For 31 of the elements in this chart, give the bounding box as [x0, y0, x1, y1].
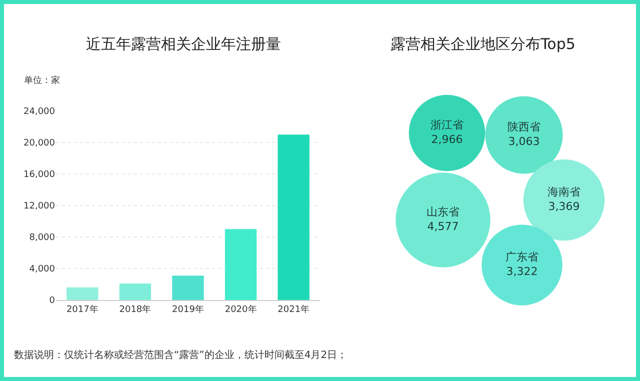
bar	[172, 276, 204, 300]
x-tick-label: 2021年	[278, 304, 310, 315]
data-label: 2,966	[431, 132, 463, 146]
y-tick-label: 8,000	[29, 233, 56, 244]
chart-title: 近五年露营相关企业年注册量	[86, 34, 281, 53]
category-label: 广东省	[506, 250, 538, 264]
bar	[119, 283, 152, 300]
y-tick-label: 0	[49, 296, 56, 306]
y-axis-title: 单位：家	[24, 75, 60, 86]
bar	[66, 287, 98, 300]
text: 露营相关企业地区分布Top5	[390, 34, 576, 53]
category-label: 山东省	[426, 206, 460, 219]
y-tick-label: 16,000	[24, 170, 56, 180]
data-label: 4,577	[427, 220, 459, 233]
x-tick-label: 2019年	[172, 304, 204, 315]
x-tick-label: 2020年	[224, 304, 257, 315]
y-tick-label: 20,000	[24, 138, 56, 149]
category-label: 浙江省	[430, 118, 464, 132]
y-tick-label: 12,000	[24, 202, 56, 212]
bar	[224, 229, 257, 300]
x-tick-label: 2018年	[119, 304, 152, 315]
data-label: 3,322	[506, 264, 538, 278]
data-label: 3,063	[508, 134, 540, 148]
x-tick-label: 2017年	[66, 304, 98, 315]
category-label: 海南省	[548, 186, 580, 199]
data-label: 3,369	[548, 200, 580, 213]
y-tick-label: 4,000	[29, 264, 56, 275]
text: 数据说明：仅统计名称或经营范围含“露营”的企业，统计时间截至4月2日；	[14, 348, 348, 362]
category-label: 陕西省	[508, 120, 540, 134]
y-tick-label: 24,000	[24, 107, 56, 118]
bar	[278, 134, 310, 300]
